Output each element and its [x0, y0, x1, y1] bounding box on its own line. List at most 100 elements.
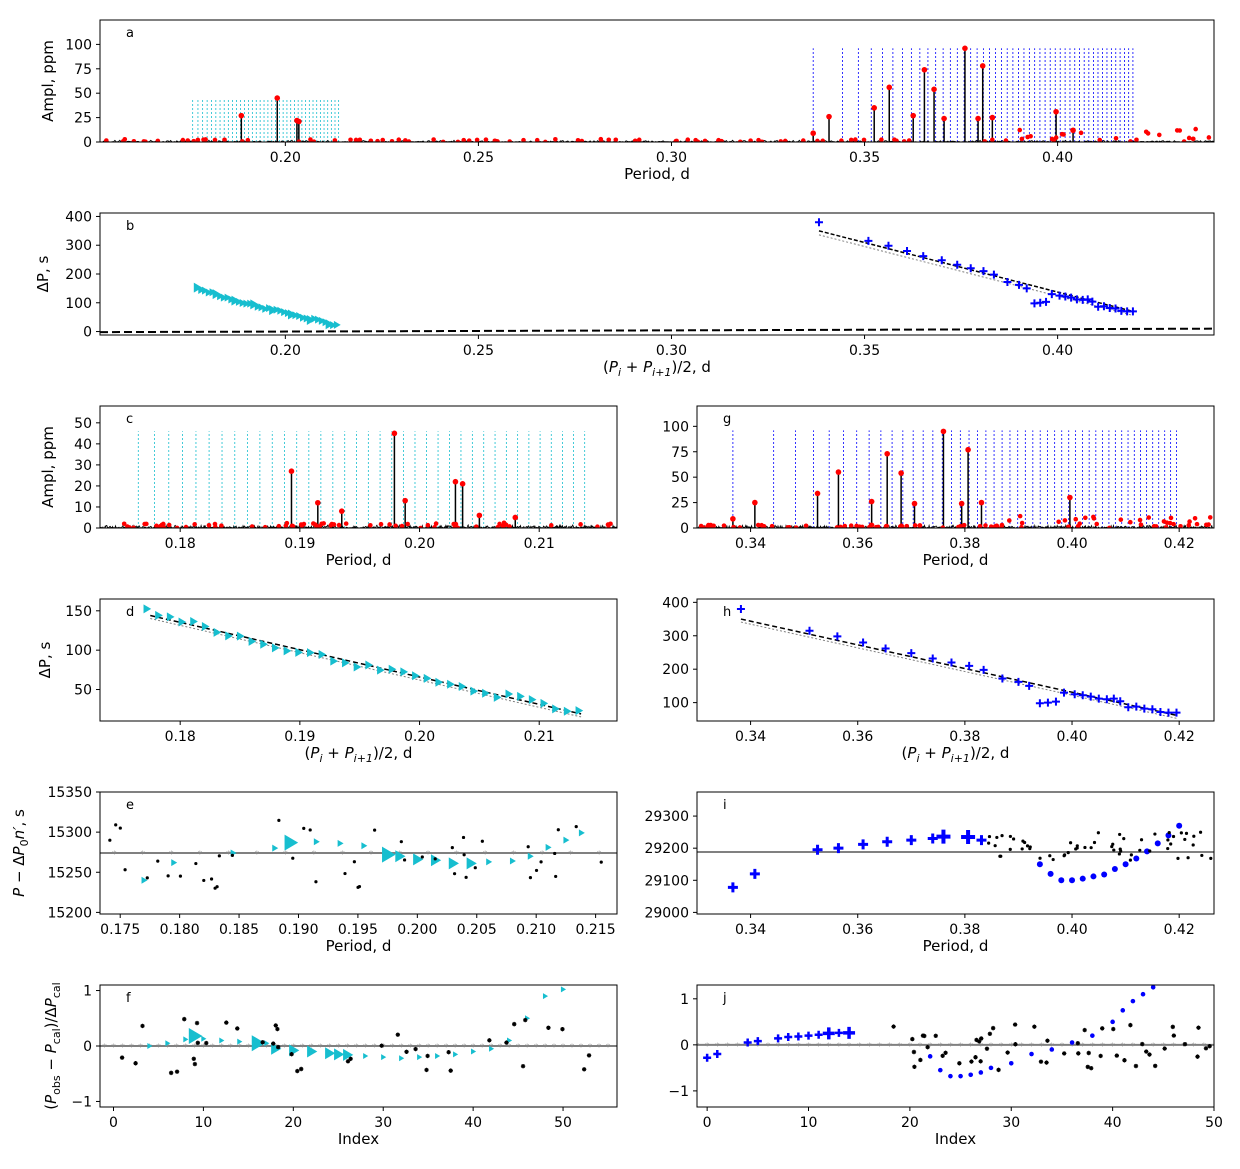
- triangle-marker: [342, 658, 350, 668]
- peak-marker: [911, 500, 918, 507]
- peak-marker: [810, 130, 816, 137]
- baseline-fit: [100, 327, 1214, 334]
- triangle-marker: [235, 297, 243, 306]
- x-tick-label: 0.42: [1164, 922, 1195, 938]
- plus-marker: [966, 264, 975, 273]
- detection-marker: [389, 138, 395, 142]
- detection-marker: [433, 521, 439, 526]
- x-tick-label: 0.200: [397, 922, 437, 938]
- x-tick-label: 0: [109, 1115, 118, 1131]
- plus-marker: [805, 626, 814, 635]
- detection-marker: [868, 522, 874, 528]
- blue-point: [1101, 871, 1108, 878]
- detection-marker: [1083, 515, 1088, 521]
- y-tick-label: 100: [662, 696, 689, 712]
- y-tick-label: 25: [74, 111, 92, 127]
- y-tick-label: 40: [74, 437, 92, 453]
- residual-point: [343, 871, 347, 876]
- x-tick-label: 20: [901, 1115, 919, 1131]
- peak-marker: [752, 499, 758, 506]
- detection-marker: [961, 522, 967, 528]
- detection-marker: [375, 138, 380, 142]
- panel-g: 0.34 0.36 0.38 0.40 0.42 0 25 50 75 100 g Period, d: [662, 405, 1215, 569]
- detection-marker: [1094, 521, 1100, 527]
- triangle-marker: [269, 305, 278, 316]
- detection-marker: [507, 524, 512, 528]
- residual-point: [1191, 843, 1195, 847]
- residual-point: [1176, 856, 1180, 860]
- star-marker: [1075, 1040, 1081, 1046]
- triangle-marker: [325, 1047, 336, 1060]
- plus-marker: [1088, 297, 1097, 306]
- grid-star: *: [938, 1042, 943, 1052]
- x-tick-label: 0: [703, 1115, 712, 1131]
- detection-marker: [507, 139, 512, 142]
- residual-point: [209, 877, 214, 881]
- grid-star: *: [138, 1043, 143, 1053]
- grid-star: *: [568, 850, 573, 860]
- triangle-marker: [292, 311, 300, 320]
- residual-point: [1048, 854, 1052, 858]
- detection-marker: [1178, 523, 1183, 528]
- grid-star: *: [948, 1042, 953, 1052]
- x-tick-label: 0.175: [100, 922, 140, 938]
- y-tick-label: 50: [74, 416, 92, 432]
- star-marker: [1032, 1024, 1037, 1029]
- x-tick-label: 0.18: [165, 536, 196, 552]
- detection-marker: [1019, 136, 1025, 142]
- blue-point: [988, 1065, 994, 1071]
- detection-marker: [912, 523, 918, 528]
- star-marker: [1144, 1049, 1149, 1054]
- residual-point: [995, 835, 999, 840]
- triangle-marker: [165, 1040, 171, 1047]
- detection-marker: [579, 138, 585, 142]
- grid-star: *: [228, 1043, 233, 1053]
- y-tick-label: 15300: [47, 825, 92, 841]
- triangle-marker: [155, 610, 163, 620]
- plus-marker: [1025, 681, 1034, 690]
- x-tick-label: 0.36: [842, 729, 873, 745]
- x-axis-label: (Pi + Pi+1)/2, d: [603, 358, 711, 379]
- grid-star: *: [390, 1043, 395, 1053]
- residual-point: [1169, 842, 1173, 846]
- residual-point: [450, 845, 454, 850]
- detection-marker: [685, 137, 691, 142]
- detection-marker: [1134, 137, 1139, 142]
- y-tick-label: 29000: [644, 905, 689, 921]
- residual-point: [118, 826, 122, 830]
- detection-marker: [983, 523, 988, 528]
- triangle-marker: [272, 844, 279, 852]
- detection-marker: [310, 521, 316, 526]
- detection-marker: [1017, 127, 1023, 133]
- triangle-marker: [171, 859, 178, 867]
- grid-star: *: [399, 1043, 404, 1053]
- triangle-marker: [202, 286, 209, 295]
- blue-point: [1150, 985, 1156, 990]
- residual-point: [1183, 837, 1187, 842]
- y-tick-label: 200: [662, 662, 689, 678]
- peak-marker: [989, 114, 996, 121]
- star-marker: [1045, 1038, 1050, 1043]
- x-tick-label: 0.190: [278, 922, 318, 938]
- residual-point: [308, 828, 312, 832]
- grid-star: *: [480, 1043, 485, 1053]
- blue-point: [1069, 877, 1076, 884]
- y-tick-label: 100: [65, 37, 92, 53]
- triangle-marker: [183, 1036, 189, 1043]
- peak-marker: [975, 115, 981, 122]
- grid-star: *: [483, 850, 488, 860]
- detection-marker: [543, 139, 548, 142]
- detection-marker: [778, 139, 784, 142]
- detection-marker: [191, 138, 196, 142]
- detection-marker: [782, 138, 788, 142]
- plus-marker: [1051, 697, 1060, 706]
- residual-point: [1128, 858, 1132, 862]
- y-tick-label: 300: [662, 629, 689, 645]
- detection-marker: [1186, 522, 1192, 528]
- y-tick-label: 150: [65, 604, 92, 620]
- plus-marker: [727, 882, 738, 893]
- triangle-marker: [248, 636, 257, 646]
- detection-marker: [1019, 525, 1024, 528]
- x-tick-label: 0.210: [516, 922, 556, 938]
- panel-label: j: [722, 991, 727, 1006]
